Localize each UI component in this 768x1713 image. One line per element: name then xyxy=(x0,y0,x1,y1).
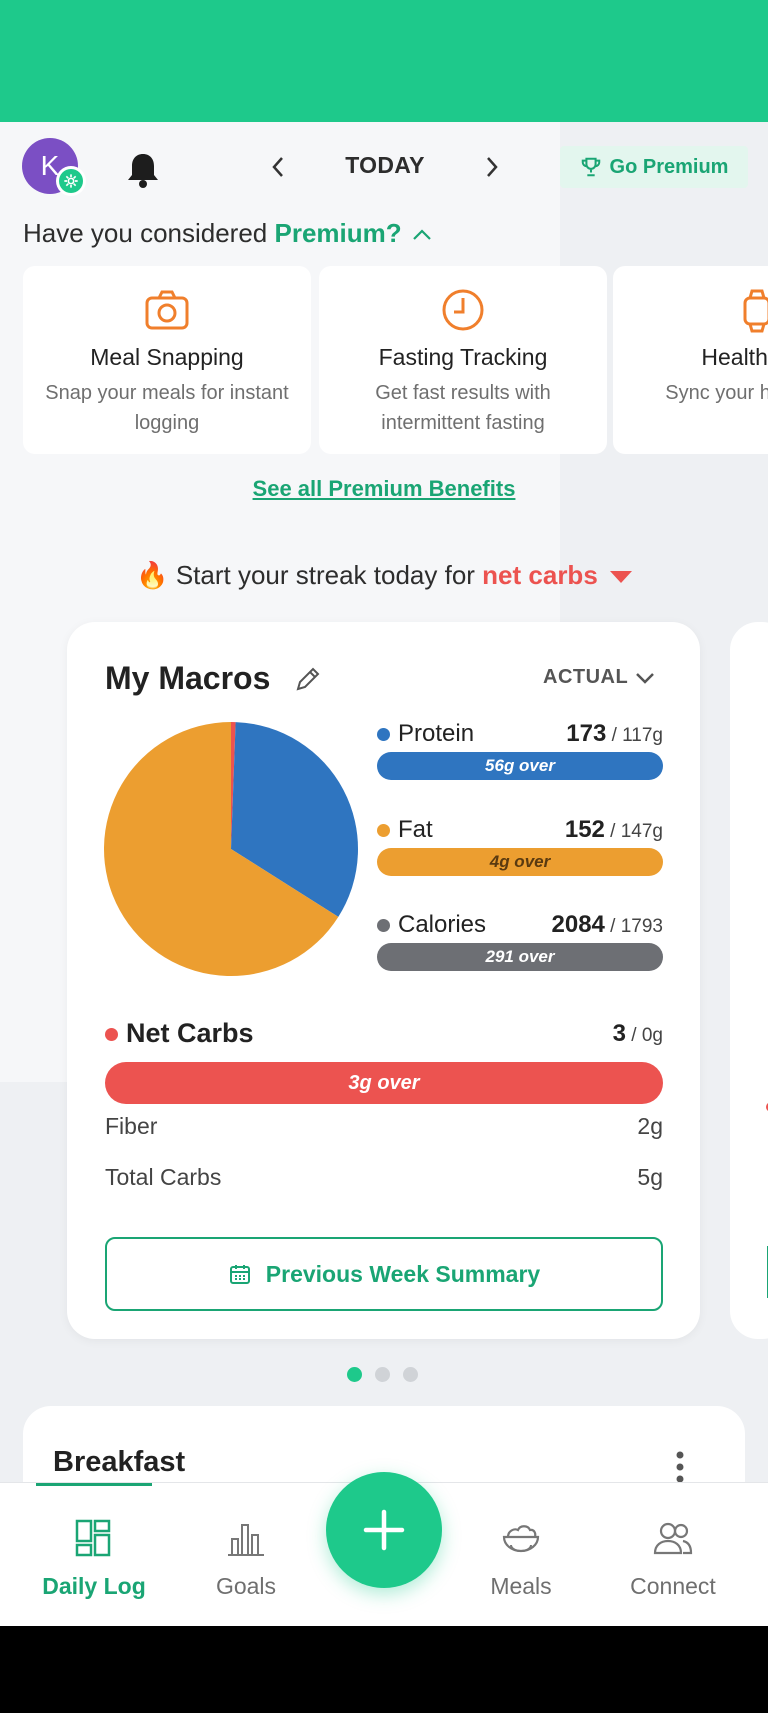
total-carbs-value: 5g xyxy=(637,1164,663,1190)
macro-actual: 152 xyxy=(564,816,605,843)
daily-log-icon xyxy=(75,1519,111,1557)
macro-actual: 173 xyxy=(566,720,607,747)
add-food-button[interactable] xyxy=(326,1472,442,1588)
premium-prompt[interactable]: Have you considered Premium? xyxy=(23,218,433,249)
go-premium-button[interactable]: Go Premium xyxy=(560,146,748,188)
date-label[interactable]: TODAY xyxy=(345,152,425,178)
calories-dot xyxy=(377,919,390,933)
macro-goal: / 147g xyxy=(604,821,663,842)
premium-prompt-text: Have you considered xyxy=(23,218,275,248)
benefit-description: Sync your h automat xyxy=(665,382,768,404)
trophy-icon xyxy=(581,157,600,177)
chevron-down-icon[interactable] xyxy=(633,668,657,688)
my-macros-card[interactable]: My Macros ACTUAL Protein 173 / 117g 56g … xyxy=(67,622,700,1339)
protein-dot xyxy=(377,728,390,742)
benefit-description: Snap your meals for instant logging xyxy=(45,382,289,434)
next-card-dot xyxy=(766,1102,768,1112)
watch-icon xyxy=(743,289,768,333)
macro-status-pill: 4g over xyxy=(377,848,663,876)
carousel-dots[interactable] xyxy=(347,1367,427,1383)
macros-pie-chart xyxy=(103,722,358,976)
nav-meals[interactable]: Meals xyxy=(446,1483,596,1627)
bell-icon[interactable] xyxy=(125,150,161,190)
fire-icon: 🔥 xyxy=(136,560,169,590)
pie-slice-protein xyxy=(231,722,358,917)
caret-down-icon[interactable] xyxy=(609,571,632,584)
benefit-description: Get fast results with intermittent fasti… xyxy=(375,382,551,434)
benefit-title: Fasting Tracking xyxy=(378,344,548,370)
benefit-card-meal-snapping[interactable]: Meal Snapping Snap your meals for instan… xyxy=(23,266,311,454)
nav-connect[interactable]: Connect xyxy=(598,1483,748,1627)
chevron-left-icon[interactable] xyxy=(266,152,290,182)
macros-title: My Macros xyxy=(105,660,271,696)
go-premium-label: Go Premium xyxy=(609,155,729,178)
see-all-premium-link[interactable]: See all Premium Benefits xyxy=(252,476,516,501)
macro-name: Calories xyxy=(398,911,487,938)
carousel-dot[interactable] xyxy=(347,1367,362,1382)
goals-bar-chart-icon xyxy=(228,1524,264,1556)
next-carousel-card[interactable] xyxy=(730,622,768,1339)
net-carbs-dot xyxy=(105,1028,118,1042)
status-bar xyxy=(0,0,768,122)
macro-name: Fat xyxy=(398,816,433,843)
total-carbs-row: Total Carbs 5g xyxy=(105,1164,663,1191)
streak-text: Start your streak today for xyxy=(175,560,483,590)
nav-label: Daily Log xyxy=(42,1573,146,1599)
net-carbs-goal: / 0g xyxy=(626,1025,663,1046)
macro-goal: / 1793 xyxy=(604,916,663,937)
benefit-card-fasting-tracking[interactable]: Fasting Tracking Get fast results with i… xyxy=(319,266,607,454)
nav-label: Goals xyxy=(215,1573,277,1599)
streak-macro: net carbs xyxy=(482,560,598,590)
more-options-icon[interactable] xyxy=(675,1450,685,1484)
premium-benefits-carousel[interactable]: Meal Snapping Snap your meals for instan… xyxy=(23,266,768,456)
breakfast-title: Breakfast xyxy=(53,1446,186,1478)
carousel-dot[interactable] xyxy=(375,1367,390,1382)
clock-icon xyxy=(442,289,484,331)
carousel-dot[interactable] xyxy=(403,1367,418,1382)
pencil-icon[interactable] xyxy=(293,664,323,694)
macros-view-dropdown[interactable]: ACTUAL xyxy=(543,666,629,688)
total-carbs-label: Total Carbs xyxy=(105,1164,222,1190)
premium-prompt-highlight: Premium? xyxy=(274,218,402,248)
fiber-row: Fiber 2g xyxy=(105,1113,663,1140)
benefit-title: Meal Snapping xyxy=(90,344,244,370)
calendar-icon xyxy=(229,1265,250,1284)
bottom-navigation: Daily Log Goals Meals Connect xyxy=(0,1482,768,1626)
macro-goal: / 117g xyxy=(606,725,663,746)
chevron-up-icon[interactable] xyxy=(411,227,433,243)
active-tab-indicator xyxy=(36,1483,152,1486)
streak-selector[interactable]: 🔥 Start your streak today for net carbs xyxy=(0,560,768,591)
macro-status-pill: 56g over xyxy=(377,752,663,780)
macro-actual: 2084 xyxy=(551,911,605,938)
nav-label: Meals xyxy=(490,1573,552,1599)
net-carbs-label: Net Carbs xyxy=(126,1018,254,1048)
camera-icon xyxy=(145,290,189,330)
nav-goals[interactable]: Goals xyxy=(171,1483,321,1627)
plus-icon xyxy=(363,1509,405,1551)
chevron-right-icon[interactable] xyxy=(480,152,504,182)
net-carbs-actual: 3 xyxy=(612,1020,627,1047)
previous-week-label: Previous Week Summary xyxy=(265,1260,541,1287)
nav-label: Connect xyxy=(630,1573,716,1599)
macro-status-pill: 291 over xyxy=(377,943,663,971)
connect-people-icon xyxy=(653,1522,693,1555)
previous-week-summary-button[interactable]: Previous Week Summary xyxy=(105,1237,663,1311)
nav-daily-log[interactable]: Daily Log xyxy=(19,1483,169,1627)
benefit-card-health-integrations[interactable]: Health Inte Sync your h automat xyxy=(613,266,768,454)
meals-bowl-icon xyxy=(502,1525,540,1553)
fat-dot xyxy=(377,824,390,838)
pie-slice-fat xyxy=(103,722,339,976)
macro-name: Protein xyxy=(398,720,475,747)
benefit-title: Health Inte xyxy=(701,344,768,370)
top-header: K TODAY Go Premium xyxy=(0,122,768,212)
settings-gear-icon[interactable] xyxy=(56,166,86,196)
fiber-value: 2g xyxy=(637,1113,663,1139)
fiber-label: Fiber xyxy=(105,1113,158,1139)
pie-slice-net-carbs xyxy=(231,722,236,849)
net-carbs-status-pill: 3g over xyxy=(105,1062,663,1104)
avatar-initial: K xyxy=(40,150,60,181)
system-navigation-bar xyxy=(0,1626,768,1713)
